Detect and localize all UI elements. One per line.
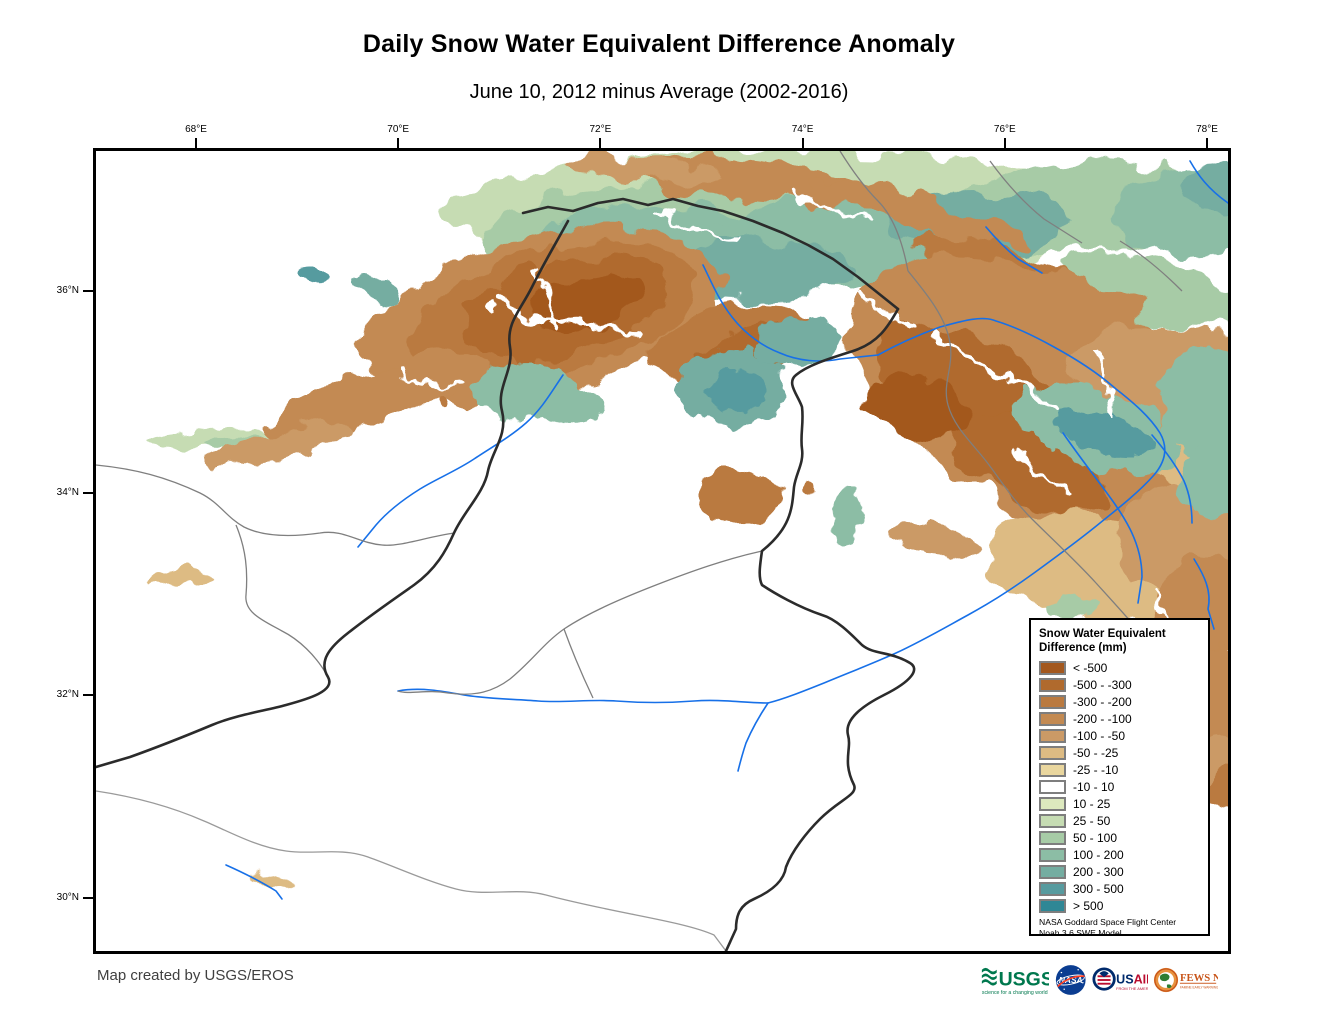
longitude-label: 70°E bbox=[387, 124, 410, 135]
legend-entry: 25 - 50 bbox=[1039, 812, 1208, 829]
legend-entry-label: -10 - 10 bbox=[1073, 779, 1115, 794]
legend-entry: 10 - 25 bbox=[1039, 795, 1208, 812]
latitude-tick bbox=[83, 694, 93, 697]
legend-entry: > 500 bbox=[1039, 897, 1208, 914]
longitude-tick bbox=[195, 138, 197, 148]
usgs-logo: USGS science for a changing world bbox=[981, 967, 1049, 996]
legend-entry-label: -25 - -10 bbox=[1073, 762, 1119, 777]
longitude-tick bbox=[1003, 138, 1006, 148]
legend-entry: < -500 bbox=[1039, 659, 1208, 676]
longitude-label: 68°E bbox=[185, 124, 207, 135]
legend-entry: 50 - 100 bbox=[1039, 829, 1208, 846]
country-borders bbox=[96, 197, 916, 951]
longitude-label: 76°E bbox=[993, 124, 1016, 135]
legend-swatch bbox=[1039, 728, 1066, 743]
latitude-label: 36°N bbox=[56, 285, 79, 296]
map-legend: Snow Water Equivalent Difference (mm) < … bbox=[1029, 618, 1210, 938]
legend-swatch bbox=[1039, 847, 1066, 862]
legend-source: NASA Goddard Space Flight Center Noah 3.… bbox=[1039, 917, 1208, 938]
usaid-tagline: FROM THE AMERICAN PEOPLE bbox=[1116, 986, 1148, 991]
legend-entry: -500 - -300 bbox=[1039, 676, 1208, 693]
legend-entry: -300 - -200 bbox=[1039, 693, 1208, 710]
legend-title: Snow Water Equivalent Difference (mm) bbox=[1039, 627, 1208, 655]
map-frame: 68°E 70°E 72°E 74°E 76°E 78°E 36°N 34°N 32°N 30°… bbox=[57, 124, 1231, 954]
legend-swatch bbox=[1039, 864, 1066, 879]
legend-entry-label: -500 - -300 bbox=[1073, 677, 1132, 692]
legend-entry: 100 - 200 bbox=[1039, 846, 1208, 863]
legend-source-line2: Noah 3.6 SWE Model. bbox=[1039, 927, 1125, 938]
map-attribution: Map created by USGS/EROS bbox=[97, 967, 294, 984]
svg-text:USGS: USGS bbox=[999, 969, 1049, 991]
legend-entry-label: 200 - 300 bbox=[1073, 864, 1124, 879]
legend-swatch bbox=[1039, 711, 1066, 726]
longitude-tick bbox=[397, 138, 400, 148]
fewsnet-logo: FEWS NET FAMINE EARLY WARNING SYSTEMS NE… bbox=[1153, 967, 1218, 993]
page-title: Daily Snow Water Equivalent Difference A… bbox=[362, 30, 956, 58]
legend-title-line1: Snow Water Equivalent bbox=[1039, 628, 1166, 640]
latitude-label: 34°N bbox=[56, 487, 79, 499]
legend-entry-label: 50 - 100 bbox=[1073, 830, 1118, 845]
legend-entry-label: > 500 bbox=[1073, 898, 1104, 913]
legend-entry: 200 - 300 bbox=[1039, 863, 1208, 880]
legend-swatch bbox=[1039, 796, 1066, 811]
coast-borders bbox=[96, 790, 727, 951]
longitude-tick bbox=[801, 138, 804, 148]
legend-swatch bbox=[1039, 813, 1066, 828]
legend-entry-label: -200 - -100 bbox=[1073, 711, 1132, 726]
legend-entry: -100 - -50 bbox=[1039, 727, 1208, 744]
logo-strip: USGS science for a changing world NASA U… bbox=[980, 958, 1218, 1002]
page-subtitle: June 10, 2012 minus Average (2002-2016) bbox=[469, 81, 849, 103]
usgs-tagline: science for a changing world bbox=[982, 990, 1048, 996]
province-borders bbox=[96, 151, 1207, 758]
legend-entry: -200 - -100 bbox=[1039, 710, 1208, 727]
legend-entry-label: < -500 bbox=[1073, 660, 1108, 675]
legend-swatch bbox=[1039, 830, 1066, 845]
longitude-tick bbox=[1206, 138, 1208, 148]
legend-entry: -25 - -10 bbox=[1039, 761, 1208, 778]
legend-swatch bbox=[1039, 745, 1066, 760]
legend-swatch bbox=[1039, 694, 1066, 709]
legend-entry-label: 100 - 200 bbox=[1073, 847, 1124, 862]
longitude-label: 72°E bbox=[589, 124, 612, 135]
longitude-label: 74°E bbox=[791, 124, 814, 135]
latitude-label: 30°N bbox=[56, 891, 79, 903]
legend-entry-label: -50 - -25 bbox=[1073, 745, 1119, 760]
legend-swatch bbox=[1039, 881, 1066, 896]
svg-text:FEWS NET: FEWS NET bbox=[1180, 972, 1218, 984]
legend-swatch bbox=[1039, 660, 1066, 675]
legend-entry: 300 - 500 bbox=[1039, 880, 1208, 897]
legend-source-line1: NASA Goddard Space Flight Center bbox=[1039, 917, 1177, 927]
legend-entry-label: -300 - -200 bbox=[1073, 694, 1132, 709]
longitude-label: 78°E bbox=[1196, 124, 1218, 135]
legend-title-line2: Difference (mm) bbox=[1039, 642, 1127, 654]
fewsnet-tagline: FAMINE EARLY WARNING SYSTEMS NETWORK bbox=[1180, 985, 1218, 989]
latitude-tick bbox=[83, 492, 93, 495]
legend-entry-label: 10 - 25 bbox=[1073, 796, 1111, 811]
map-canvas bbox=[96, 151, 1228, 951]
legend-swatch bbox=[1039, 779, 1066, 794]
legend-entry-label: 25 - 50 bbox=[1073, 813, 1111, 828]
svg-text:USAID: USAID bbox=[1116, 973, 1148, 987]
legend-entries: < -500 -500 - -300 -300 - -200 -200 - -100 -… bbox=[1039, 659, 1208, 914]
legend-swatch bbox=[1039, 762, 1066, 777]
latitude-label: 32°N bbox=[56, 689, 79, 701]
valley-veins bbox=[394, 189, 1171, 657]
legend-entry-label: -100 - -50 bbox=[1073, 728, 1126, 743]
usaid-logo: USAID FROM THE AMERICAN PEOPLE bbox=[1092, 967, 1148, 991]
latitude-tick bbox=[83, 290, 93, 292]
svg-text:NASA: NASA bbox=[1059, 975, 1083, 985]
legend-entry-label: 300 - 500 bbox=[1073, 881, 1124, 896]
legend-swatch bbox=[1039, 677, 1066, 692]
legend-entry: -50 - -25 bbox=[1039, 744, 1208, 761]
nasa-logo: NASA bbox=[1055, 965, 1086, 995]
legend-entry: -10 - 10 bbox=[1039, 778, 1208, 795]
latitude-tick bbox=[83, 896, 93, 899]
legend-swatch bbox=[1039, 898, 1066, 913]
longitude-tick bbox=[599, 138, 602, 148]
